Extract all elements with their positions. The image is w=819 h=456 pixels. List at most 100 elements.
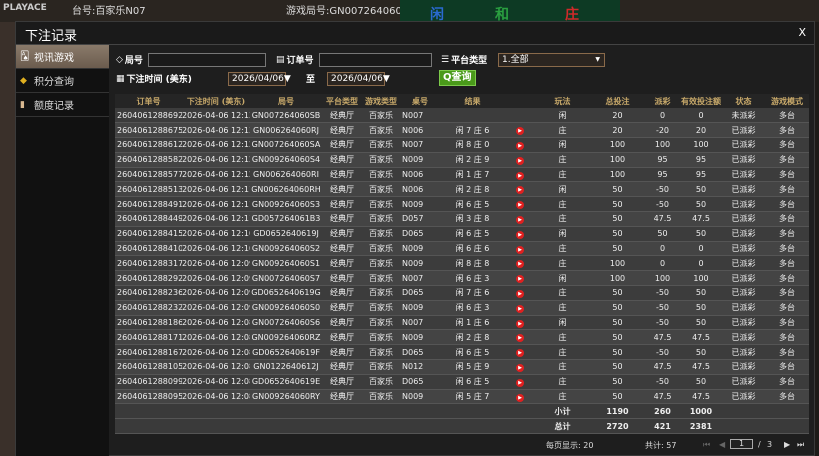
- first-page-icon[interactable]: ⏮: [703, 440, 711, 449]
- play-video-icon[interactable]: ▶: [505, 241, 535, 257]
- cell: 0: [645, 241, 680, 257]
- cell: 50: [680, 344, 722, 361]
- round-input[interactable]: [148, 53, 266, 67]
- cell: 0: [680, 241, 722, 257]
- cell: 庄: [535, 329, 590, 346]
- cell: GD0652640619E: [250, 374, 322, 390]
- cell: 50: [590, 300, 645, 316]
- cell: 50: [590, 315, 645, 331]
- order-input[interactable]: [319, 53, 432, 67]
- cell: 闲 6 庄 3: [440, 300, 505, 316]
- cell: 0: [680, 255, 722, 272]
- cell: 已派彩: [722, 344, 765, 361]
- platform-select[interactable]: 1.全部 ▼: [498, 53, 605, 67]
- cell: 百家乐: [362, 137, 400, 153]
- table-row: 2604061288095912026-04-06 12:08:06GN0092…: [115, 389, 809, 405]
- cell: N012: [400, 359, 440, 375]
- cell: 闲 1 庄 7: [440, 167, 505, 183]
- cell: 经典厅: [322, 108, 362, 124]
- column-header: 有效投注额: [680, 94, 722, 108]
- cell: 经典厅: [322, 152, 362, 168]
- total-count: 共计: 57: [645, 441, 677, 450]
- play-video-icon[interactable]: ▶: [505, 315, 535, 331]
- cell: GN009264060S4: [250, 152, 322, 168]
- column-header: 游戏模式: [765, 94, 809, 108]
- board-tie: 和: [495, 7, 509, 23]
- play-video-icon[interactable]: ▶: [505, 167, 535, 183]
- column-header: 下注时间 (美东): [182, 94, 250, 108]
- date-to-select[interactable]: 2026/04/06▼: [327, 72, 390, 86]
- cell: 闲: [535, 226, 590, 242]
- cell: 50: [645, 226, 680, 242]
- cell: 百家乐: [362, 329, 400, 346]
- search-button[interactable]: Q查询: [439, 70, 476, 86]
- cell: GN0122640612J: [250, 359, 322, 375]
- cell: GN009264060S0: [250, 300, 322, 316]
- play-video-icon[interactable]: ▶: [505, 389, 535, 405]
- cell: 100: [680, 270, 722, 287]
- column-header: 订单号: [115, 94, 182, 108]
- play-video-icon[interactable]: ▶: [505, 181, 535, 198]
- cell: 260406128841549: [115, 226, 182, 242]
- next-page-icon[interactable]: ▶: [784, 440, 791, 449]
- play-video-icon[interactable]: ▶: [505, 329, 535, 346]
- cell: 已派彩: [722, 359, 765, 375]
- play-video-icon[interactable]: ▶: [505, 226, 535, 242]
- play-video-icon[interactable]: ▶: [505, 255, 535, 272]
- prev-page-icon[interactable]: ◀: [719, 440, 726, 449]
- play-video-icon[interactable]: ▶: [505, 285, 535, 301]
- subtotal-payout: 260: [645, 403, 680, 420]
- cell: 2026-04-06 12:11:03: [182, 211, 250, 227]
- cell: N009: [400, 329, 440, 346]
- play-video-icon[interactable]: ▶: [505, 122, 535, 139]
- cell: 多台: [765, 181, 809, 198]
- sidebar-item-credit[interactable]: ▮ 额度记录: [16, 93, 109, 117]
- cell: 已派彩: [722, 255, 765, 272]
- play-video-icon[interactable]: ▶: [505, 152, 535, 168]
- play-video-icon[interactable]: ▶: [505, 211, 535, 227]
- table-row: 2604061288415492026-04-06 12:10:47GD0652…: [115, 226, 809, 242]
- cell: 已派彩: [722, 196, 765, 213]
- date-from-select[interactable]: 2026/04/06▼: [228, 72, 291, 86]
- cell: 2026-04-06 12:09:42: [182, 270, 250, 287]
- cell: 已派彩: [722, 389, 765, 405]
- cell: 百家乐: [362, 300, 400, 316]
- play-video-icon[interactable]: ▶: [505, 196, 535, 213]
- cell: 100: [590, 137, 645, 153]
- table-row: 2604061288186362026-04-06 12:08:49GN0072…: [115, 315, 809, 331]
- cell: -50: [645, 374, 680, 390]
- cell: 闲 1 庄 6: [440, 315, 505, 331]
- cell: 2026-04-06 12:08:06: [182, 389, 250, 405]
- cell: 多台: [765, 226, 809, 242]
- subtotal-total_bet: 1190: [590, 403, 645, 420]
- last-page-icon[interactable]: ⏭: [797, 440, 805, 449]
- column-header: 桌号: [400, 94, 440, 108]
- cell: 47.5: [680, 211, 722, 227]
- sidebar-item-live-games[interactable]: 🂡 视讯游戏: [16, 45, 109, 69]
- cell: 已派彩: [722, 329, 765, 346]
- play-video-icon[interactable]: ▶: [505, 137, 535, 153]
- cell: 2026-04-06 12:08:40: [182, 344, 250, 361]
- cell: 47.5: [645, 211, 680, 227]
- cell: GN006264060RH: [250, 181, 322, 198]
- close-button[interactable]: X: [798, 26, 806, 39]
- play-video-icon[interactable]: ▶: [505, 359, 535, 375]
- cell: 百家乐: [362, 152, 400, 168]
- play-video-icon[interactable]: ▶: [505, 344, 535, 361]
- cell: 百家乐: [362, 181, 400, 198]
- cell: 多台: [765, 167, 809, 183]
- cell: 闲 7 庄 6: [440, 285, 505, 301]
- play-video-icon[interactable]: ▶: [505, 270, 535, 287]
- sidebar-item-points[interactable]: ◆ 积分查询: [16, 69, 109, 93]
- cell: -50: [645, 344, 680, 361]
- play-video-icon[interactable]: ▶: [505, 374, 535, 390]
- play-video-icon: [505, 108, 535, 124]
- table-row: 2604061288099302026-04-06 12:08:07GD0652…: [115, 374, 809, 390]
- cell: 多台: [765, 344, 809, 361]
- cell: 95: [645, 167, 680, 183]
- page-input[interactable]: 1: [730, 439, 753, 449]
- cell: 闲 6 庄 5: [440, 344, 505, 361]
- play-video-icon[interactable]: ▶: [505, 300, 535, 316]
- cell: 多台: [765, 300, 809, 316]
- cell: 闲: [535, 270, 590, 287]
